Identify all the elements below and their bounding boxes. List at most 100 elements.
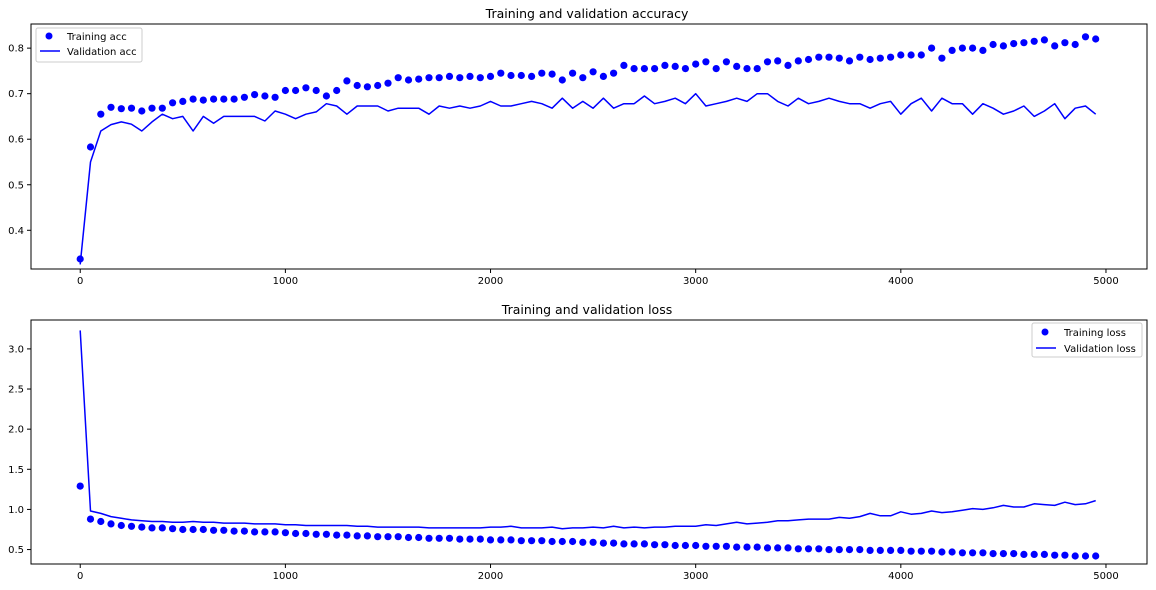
accuracy-training-point (876, 54, 884, 62)
accuracy-training-point (404, 76, 413, 84)
loss-training-point (86, 515, 95, 523)
loss-xtick-label: 1000 (273, 571, 298, 582)
loss-training-point (876, 546, 884, 555)
accuracy-training-point (97, 110, 105, 118)
accuracy-training-point (815, 53, 823, 61)
accuracy-training-point (999, 42, 1008, 50)
loss-training-point (948, 548, 956, 556)
accuracy-training-point (466, 72, 474, 80)
accuracy-xtick-label: 1000 (273, 276, 298, 287)
loss-training-point (681, 541, 690, 550)
loss-training-point (815, 545, 823, 553)
accuracy-ytick-label: 0.5 (8, 180, 24, 191)
loss-training-point (394, 533, 402, 541)
loss-training-point (610, 539, 618, 547)
accuracy-axes-frame (30, 23, 1148, 270)
loss-training-point (220, 526, 228, 534)
accuracy-training-point (517, 71, 525, 80)
loss-legend: Training loss Validation loss (1031, 322, 1143, 358)
loss-training-point (763, 544, 772, 552)
loss-training-point (774, 544, 782, 552)
loss-training-point (107, 520, 115, 528)
accuracy-training-point (127, 104, 136, 112)
accuracy-ytick-label: 0.7 (8, 89, 24, 100)
loss-xtick-label: 5000 (1093, 571, 1118, 582)
loss-training-point (384, 533, 392, 541)
accuracy-training-point (907, 51, 915, 59)
legend-frame (35, 27, 143, 63)
accuracy-training-point (845, 57, 854, 65)
accuracy-training-point (456, 74, 464, 82)
loss-training-point (835, 546, 843, 554)
accuracy-training-point (887, 53, 895, 61)
accuracy-training-point (363, 83, 371, 91)
loss-training-point (753, 543, 761, 551)
accuracy-training-point (753, 65, 761, 73)
loss-training-point (404, 533, 413, 542)
accuracy-training-point (630, 65, 638, 73)
loss-training-point (671, 541, 679, 550)
loss-training-point (1061, 551, 1069, 559)
loss-training-point (856, 546, 864, 554)
accuracy-xtick-label: 5000 (1093, 276, 1118, 287)
accuracy-training-point (538, 69, 546, 77)
accuracy-training-point (333, 86, 341, 95)
loss-training-point (1010, 550, 1018, 558)
accuracy-training-point (281, 86, 289, 95)
accuracy-training-point (210, 95, 218, 103)
loss-training-point (343, 531, 351, 539)
loss-training-point (845, 546, 854, 554)
loss-ytick-label: 2.5 (8, 385, 24, 396)
accuracy-training-point (384, 79, 392, 87)
loss-marks (76, 330, 1100, 560)
accuracy-training-point (856, 53, 864, 61)
loss-ytick-label: 1.0 (8, 505, 24, 516)
loss-training-point (497, 536, 505, 544)
accuracy-training-point (230, 95, 238, 103)
accuracy-training-point (671, 62, 679, 70)
accuracy-training-point (1092, 35, 1100, 43)
loss-training-point (969, 549, 977, 557)
loss-training-point (804, 545, 813, 553)
loss-training-point (661, 541, 669, 549)
accuracy-training-point (548, 70, 556, 78)
accuracy-training-point (271, 93, 279, 101)
accuracy-ytick-label: 0.6 (8, 135, 24, 146)
legend-label-training-acc: Training acc (66, 32, 127, 43)
accuracy-training-point (897, 51, 905, 59)
loss-training-point (1051, 551, 1059, 559)
accuracy-training-point (938, 54, 946, 62)
loss-xtick-label: 3000 (683, 571, 708, 582)
loss-training-point (425, 534, 433, 542)
loss-training-point (989, 550, 997, 558)
accuracy-xtick-label: 4000 (888, 276, 913, 287)
accuracy-training-point (651, 65, 659, 73)
accuracy-xtick-label: 0 (77, 276, 83, 287)
loss-training-point (938, 548, 946, 556)
loss-training-point (240, 527, 248, 535)
loss-training-point (456, 535, 464, 543)
accuracy-training-point (620, 61, 628, 69)
accuracy-training-point (158, 104, 166, 112)
accuracy-ytick-label: 0.4 (8, 226, 24, 237)
legend-marker-training-acc (45, 32, 53, 40)
loss-training-point (702, 542, 710, 550)
loss-training-point (97, 517, 105, 526)
accuracy-training-point (435, 74, 443, 82)
loss-training-point (569, 537, 577, 546)
loss-title: Training and validation loss (501, 302, 672, 317)
loss-training-point (640, 540, 649, 548)
loss-training-point (292, 529, 300, 538)
loss-training-point (271, 528, 279, 536)
loss-training-point (1040, 550, 1048, 559)
loss-training-point (312, 530, 320, 538)
accuracy-training-point (958, 44, 967, 52)
loss-training-point (651, 541, 659, 549)
accuracy-training-point (733, 62, 741, 70)
loss-training-point (363, 532, 371, 540)
accuracy-training-point (138, 107, 146, 115)
loss-training-point (415, 533, 423, 542)
loss-training-point (353, 532, 361, 540)
accuracy-training-point (599, 72, 608, 80)
legend-marker-training-loss (1041, 328, 1049, 336)
